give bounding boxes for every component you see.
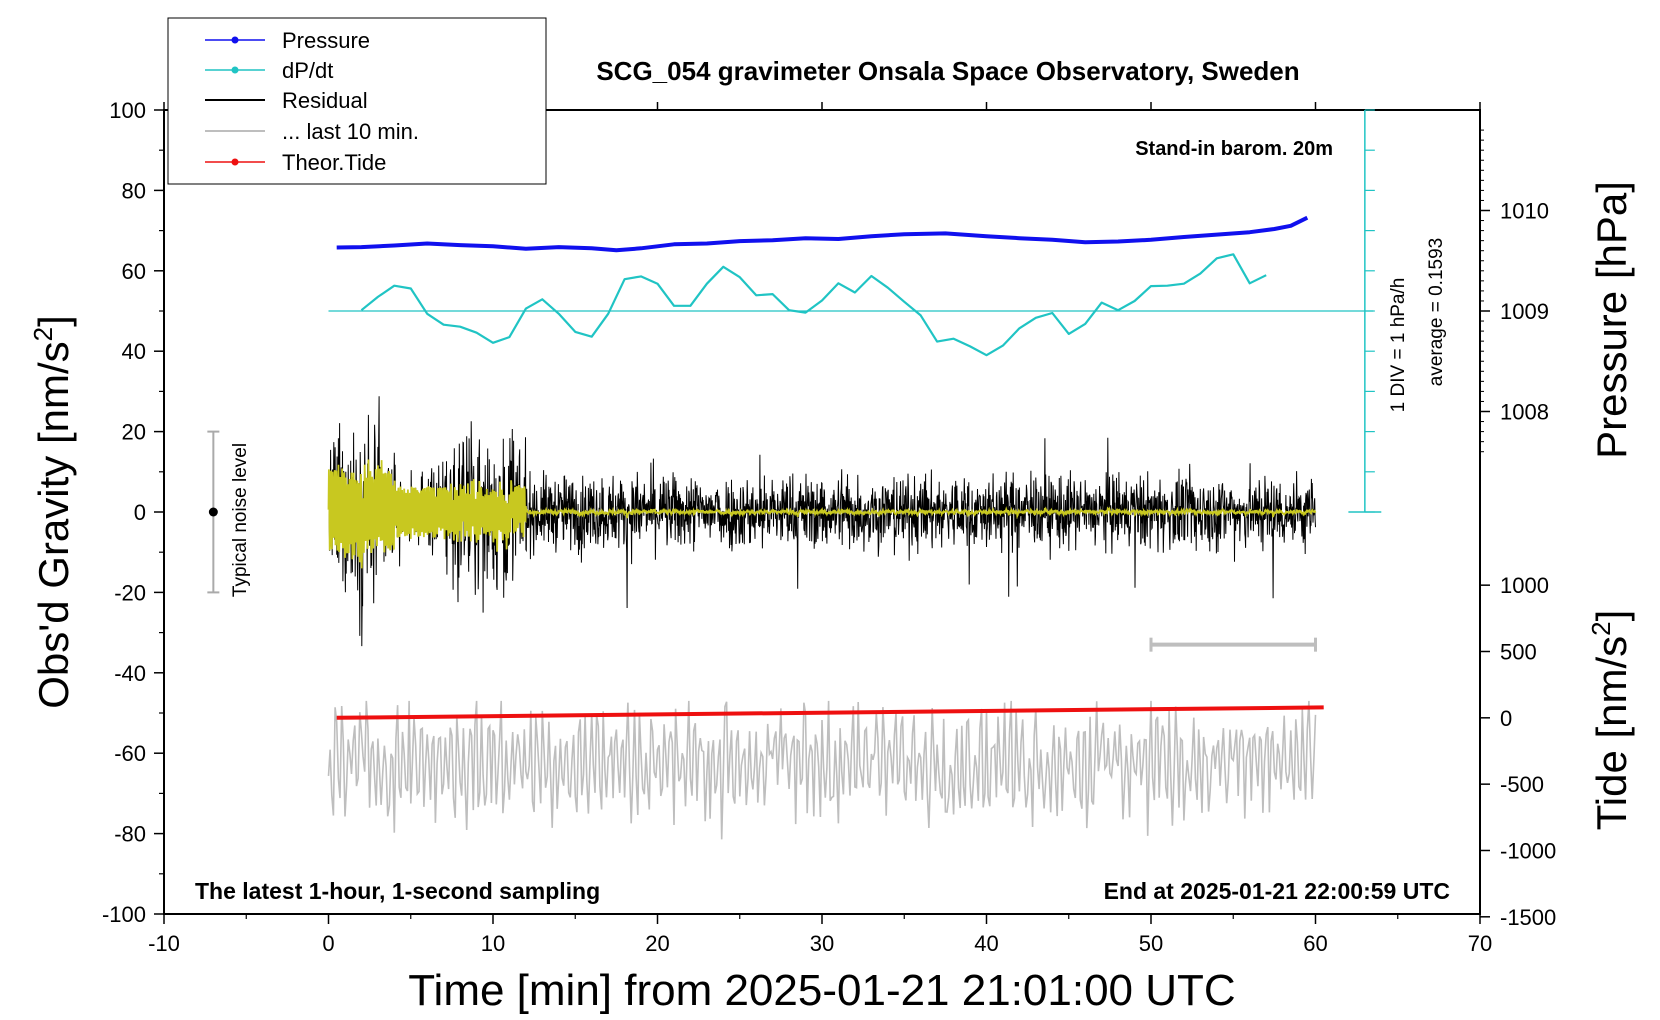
pressure-tick-label: 1008 (1500, 400, 1549, 425)
x-tick-label: 60 (1303, 931, 1327, 956)
y-tick-label: -80 (114, 822, 146, 847)
y-tick-label: 0 (134, 500, 146, 525)
noise-label: Typical noise level (230, 443, 251, 597)
y-axis-label-exponent: 2 (28, 327, 58, 341)
barometer-note: Stand-in barom. 20m (1135, 138, 1333, 160)
pressure-tick-label: 1009 (1500, 299, 1549, 324)
series-last10 (327, 700, 1317, 840)
series-dpdt (360, 253, 1267, 357)
legend-dpdt-marker (231, 66, 239, 74)
sampling-note: The latest 1-hour, 1-second sampling (195, 878, 600, 904)
y-axis-label: Obs'd Gravity [nm/s2] (28, 315, 77, 709)
end-time-note: End at 2025-01-21 22:00:59 UTC (1104, 878, 1450, 904)
last10-line (327, 700, 1317, 840)
x-tick-label: 0 (322, 931, 334, 956)
pressure-axis-label: Pressure [hPa] (1588, 181, 1635, 459)
x-tick-label: 30 (810, 931, 834, 956)
y-tick-label: -60 (114, 741, 146, 766)
dpdt-line (360, 253, 1267, 357)
y-tick-label: -40 (114, 661, 146, 686)
series-tide (336, 705, 1324, 720)
axis-ticks: -10 0 10 20 30 40 50 60 70100806040200-20-40-60-… (102, 98, 1556, 956)
tide-tick-label: 500 (1500, 639, 1537, 664)
y-tick-label: 20 (122, 420, 146, 445)
legend-pressure-marker (231, 36, 239, 44)
tide-tick-label: 1000 (1500, 573, 1549, 598)
x-tick-label: 20 (645, 931, 669, 956)
dpdt-scale-note: 1 DIV = 1 hPa/h (1388, 278, 1409, 413)
y-tick-label: -100 (102, 902, 146, 927)
tide-tick-label: -1000 (1500, 838, 1556, 863)
x-axis-label: Time [min] from 2025-01-21 21:01:00 UTC (408, 966, 1235, 1015)
y-axis-label-close: ] (30, 315, 77, 327)
tide-tick-label: 0 (1500, 706, 1512, 731)
legend-tide: Theor.Tide (282, 150, 386, 175)
y-tick-label: -20 (114, 580, 146, 605)
legend-tide-marker (231, 158, 239, 166)
annotation-marks (207, 430, 1317, 652)
dpdt-average-note: average = 0.1593 (1426, 238, 1447, 386)
x-tick-label: 10 (481, 931, 505, 956)
x-tick-label: 50 (1139, 931, 1163, 956)
residual-line (328, 396, 1316, 647)
chart-title: SCG_054 gravimeter Onsala Space Observat… (596, 56, 1299, 86)
y-tick-label: 40 (122, 339, 146, 364)
pressure-line (336, 215, 1309, 253)
tide-axis-label-main: Tide [nm/s (1588, 636, 1635, 831)
legend-dpdt: dP/dt (282, 58, 333, 83)
noise-bar-center (208, 507, 218, 517)
x-tick-label: 40 (974, 931, 998, 956)
smoothed-residual-line (327, 459, 1317, 569)
legend-pressure: Pressure (282, 28, 370, 53)
y-tick-label: 80 (122, 178, 146, 203)
tide-tick-label: -500 (1500, 772, 1544, 797)
legend: Pressure dP/dt Residual ... last 10 min.… (167, 17, 547, 185)
tide-tick-label: -1500 (1500, 905, 1556, 930)
legend-residual: Residual (282, 88, 368, 113)
x-tick-label: -10 (148, 931, 180, 956)
series-pressure (336, 215, 1309, 253)
tide-axis-label-exponent: 2 (1586, 621, 1616, 635)
y-tick-label: 100 (109, 98, 146, 123)
y-axis-label-main: Obs'd Gravity [nm/s (30, 341, 77, 708)
x-tick-label: 70 (1468, 931, 1492, 956)
tide-axis-label: Tide [nm/s2] (1586, 610, 1635, 831)
tide-line (336, 705, 1324, 720)
legend-last10: ... last 10 min. (282, 119, 419, 144)
series-residual (327, 396, 1317, 647)
tide-axis-label-close: ] (1588, 610, 1635, 622)
pressure-axis (328, 109, 1382, 513)
y-tick-label: 60 (122, 259, 146, 284)
pressure-tick-label: 1010 (1500, 199, 1549, 224)
